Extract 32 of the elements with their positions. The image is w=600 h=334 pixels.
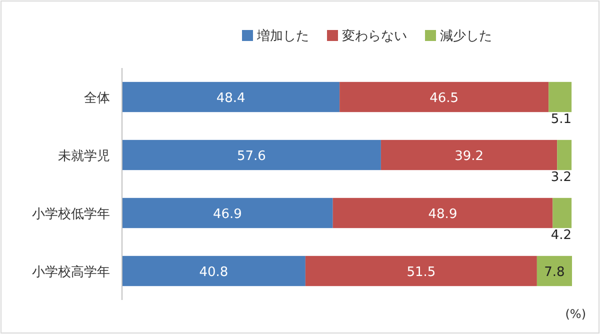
- data-label: 48.9: [428, 207, 458, 222]
- bar: [552, 198, 572, 228]
- bar: [305, 256, 537, 286]
- y-tick-label: 小学校低学年: [32, 207, 110, 222]
- bar: [536, 256, 572, 286]
- bar: [122, 140, 381, 170]
- y-tick-label: 未就学児: [58, 149, 110, 164]
- bar: [548, 82, 572, 112]
- data-label: 57.6: [236, 149, 266, 164]
- bar: [557, 140, 572, 170]
- data-label: 39.2: [454, 149, 484, 164]
- bar: [332, 198, 553, 228]
- data-label: 5.1: [550, 112, 572, 128]
- data-label: 40.8: [199, 265, 228, 280]
- data-label: 48.4: [216, 91, 246, 106]
- legend-label: 増加した: [256, 28, 309, 44]
- bar: [122, 256, 306, 286]
- data-label: 46.5: [430, 91, 459, 106]
- data-label: 7.8: [544, 265, 565, 280]
- y-tick-label: 小学校高学年: [32, 264, 110, 280]
- legend-label: 減少した: [440, 29, 492, 44]
- bar: [380, 140, 558, 170]
- data-label: 3.2: [550, 170, 572, 186]
- data-label: 51.5: [406, 265, 436, 280]
- bar: [340, 82, 549, 112]
- bar: [122, 198, 333, 228]
- bar: [122, 82, 340, 112]
- data-label: 4.2: [550, 228, 572, 244]
- data-label: 46.9: [212, 207, 242, 222]
- x-axis-title: (%): [565, 307, 586, 321]
- legend-label: 変わらない: [342, 28, 407, 44]
- y-tick-label: 全体: [84, 91, 110, 106]
